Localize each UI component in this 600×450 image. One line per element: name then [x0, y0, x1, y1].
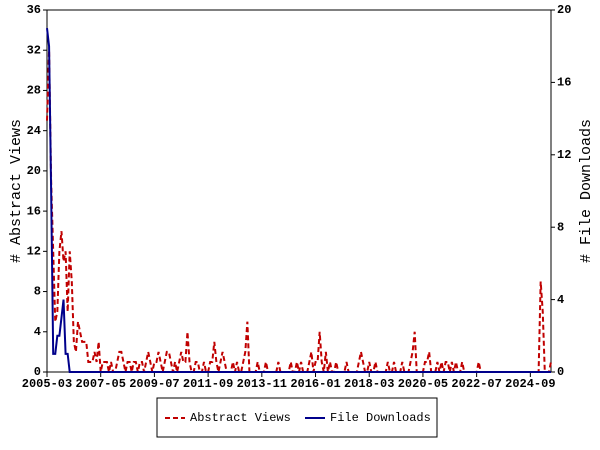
y-tick-label: 0: [34, 365, 41, 379]
x-tick-label: 2005-03: [22, 377, 72, 391]
y-tick-label: 4: [34, 325, 41, 339]
x-tick-label: 2022-07: [451, 377, 501, 391]
y2-tick-label: 16: [557, 76, 571, 90]
y-tick-label: 20: [27, 164, 41, 178]
y-tick-label: 24: [27, 124, 41, 138]
y-tick-label: 36: [27, 3, 41, 17]
x-tick-label: 2009-07: [129, 377, 179, 391]
x-tick-label: 2013-11: [237, 377, 287, 391]
y2-axis-label: # File Downloads: [578, 119, 595, 263]
y2-tick-label: 12: [557, 148, 571, 162]
series-line: [46, 27, 551, 373]
y2-tick-label: 20: [557, 3, 571, 17]
x-tick-label: 2011-09: [183, 377, 233, 391]
y2-tick-label: 4: [557, 293, 564, 307]
legend-label: File Downloads: [330, 411, 431, 425]
x-tick-label: 2024-09: [505, 377, 555, 391]
x-tick-label: 2020-05: [398, 377, 448, 391]
y-tick-label: 8: [34, 285, 41, 299]
y-tick-label: 16: [27, 204, 41, 218]
y2-tick-label: 8: [557, 220, 564, 234]
x-tick-label: 2016-01: [290, 377, 340, 391]
y-tick-label: 12: [27, 245, 41, 259]
legend-box: [156, 397, 438, 438]
x-tick-label: 2007-05: [75, 377, 125, 391]
y-tick-label: 32: [27, 43, 41, 57]
y2-tick-label: 0: [557, 365, 564, 379]
y-axis-label: # Abstract Views: [8, 119, 25, 263]
legend-label: Abstract Views: [190, 411, 291, 425]
y-tick-label: 28: [27, 84, 41, 98]
x-tick-label: 2018-03: [344, 377, 394, 391]
